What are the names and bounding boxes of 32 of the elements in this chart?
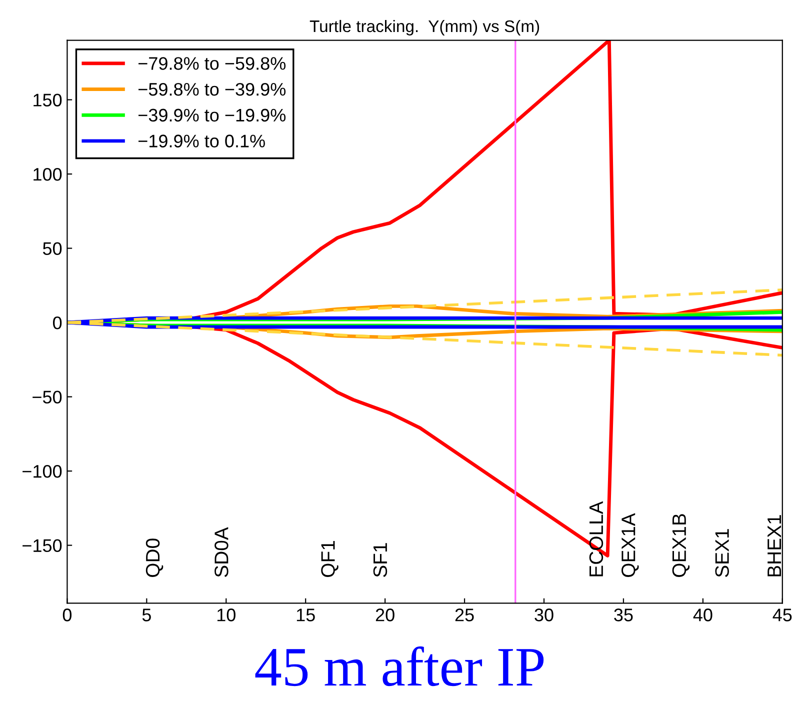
text: 45 m after IP bbox=[255, 646, 544, 686]
x-tick-label: 45 bbox=[772, 608, 792, 622]
annotation: SEX1 bbox=[715, 529, 729, 578]
y-tick-label: 50 bbox=[42, 242, 62, 255]
legend-label: −79.8% to −59.8% bbox=[138, 57, 286, 70]
y-tick-label: 0 bbox=[53, 316, 62, 330]
annotation: QEX1A bbox=[622, 513, 639, 577]
legend-label: −19.9% to 0.1% bbox=[138, 134, 265, 148]
y-tick-label: −50 bbox=[32, 390, 62, 404]
x-tick-label: 15 bbox=[296, 608, 315, 622]
annotation: ECOLLA bbox=[589, 501, 604, 576]
chart-title: Turtle tracking. Y(mm) vs S(m) bbox=[310, 20, 540, 36]
legend-label: −39.9% to −19.9% bbox=[138, 108, 286, 122]
y-tick-label: −150 bbox=[22, 539, 62, 552]
annotation: QD0 bbox=[146, 538, 164, 577]
x-tick-label: 10 bbox=[217, 608, 236, 622]
x-tick-label: 25 bbox=[455, 608, 474, 622]
x-tick-label: 30 bbox=[534, 608, 554, 622]
annotation: QEX1B bbox=[672, 514, 690, 577]
x-tick-label: 40 bbox=[693, 608, 712, 622]
legend-label: −59.8% to −39.9% bbox=[138, 82, 286, 96]
y-tick-label: −100 bbox=[22, 464, 62, 478]
annotation: SD0A bbox=[214, 527, 228, 578]
annotation: QF1 bbox=[321, 541, 338, 577]
x-tick-label: 5 bbox=[142, 608, 151, 622]
x-tick-label: 35 bbox=[614, 608, 633, 622]
x-tick-label: 0 bbox=[62, 608, 72, 622]
annotation: SF1 bbox=[373, 543, 388, 578]
y-tick-label: 150 bbox=[34, 94, 62, 106]
x-tick-label: 20 bbox=[376, 608, 394, 622]
annotation: BHEX1 bbox=[768, 515, 781, 576]
y-tick-label: 100 bbox=[34, 168, 62, 181]
